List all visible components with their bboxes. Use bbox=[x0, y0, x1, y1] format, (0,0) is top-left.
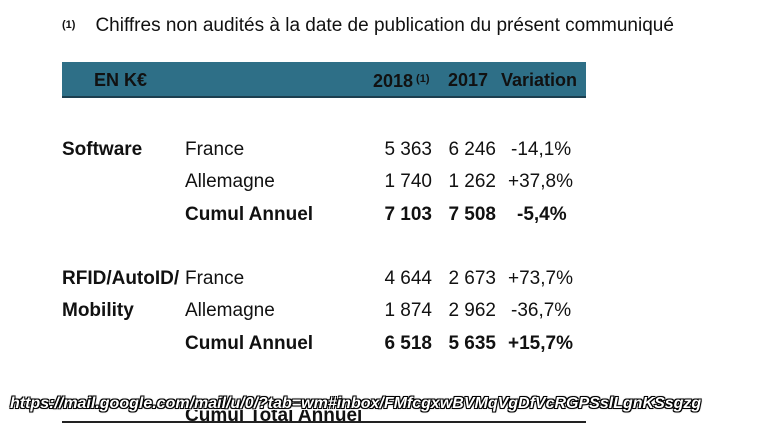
row-variation-total: -5,4% bbox=[517, 204, 567, 225]
row-value-2018-total: 6 518 bbox=[384, 333, 432, 354]
header-variation: Variation bbox=[501, 70, 578, 90]
row-variation: +73,7% bbox=[508, 268, 573, 289]
row-region-total: Cumul Annuel bbox=[185, 204, 314, 225]
row-region: Allemagne bbox=[185, 300, 275, 321]
row-value-2018: 1 740 bbox=[384, 171, 432, 192]
table-bottom-rule bbox=[62, 421, 586, 423]
row-variation-total: +15,7% bbox=[508, 333, 573, 354]
footnote-marker: (1) bbox=[62, 19, 76, 31]
row-value-2017: 1 262 bbox=[448, 171, 496, 192]
row-value-2018: 5 363 bbox=[384, 139, 432, 160]
url-overlay: https://mail.google.com/mail/u/0/?tab=wm… bbox=[10, 395, 702, 412]
row-value-2018: 1 874 bbox=[384, 300, 432, 321]
row-value-2017-total: 7 508 bbox=[448, 204, 496, 225]
row-region: France bbox=[185, 268, 245, 289]
row-region: Allemagne bbox=[185, 171, 275, 192]
row-variation: +37,8% bbox=[508, 171, 573, 192]
row-value-2017: 2 962 bbox=[448, 300, 496, 321]
section-label: RFID/AutoID/ bbox=[62, 268, 180, 289]
footnote: (1) Chiffres non audités à la date de pub… bbox=[62, 14, 674, 38]
row-variation: -14,1% bbox=[511, 139, 572, 160]
header-unit: EN K€ bbox=[94, 70, 148, 90]
row-value-2018: 4 644 bbox=[384, 268, 432, 289]
section-label-line2: Mobility bbox=[62, 300, 134, 321]
section-label: Software bbox=[62, 139, 143, 160]
row-region: France bbox=[185, 139, 245, 160]
row-variation: -36,7% bbox=[511, 300, 572, 321]
row-value-2017-total: 5 635 bbox=[448, 333, 496, 354]
header-2018-label: 2018 bbox=[373, 71, 414, 91]
header-2018: 2018 (1) bbox=[373, 71, 430, 91]
row-value-2017: 6 246 bbox=[448, 139, 496, 160]
header-2018-note: (1) bbox=[416, 73, 430, 85]
footnote-text: Chiffres non audités à la date de public… bbox=[95, 15, 674, 36]
table-header-bar bbox=[62, 62, 586, 98]
row-value-2018-total: 7 103 bbox=[384, 204, 432, 225]
row-value-2017: 2 673 bbox=[448, 268, 496, 289]
row-region-total: Cumul Annuel bbox=[185, 333, 314, 354]
header-2017: 2017 bbox=[448, 70, 489, 90]
